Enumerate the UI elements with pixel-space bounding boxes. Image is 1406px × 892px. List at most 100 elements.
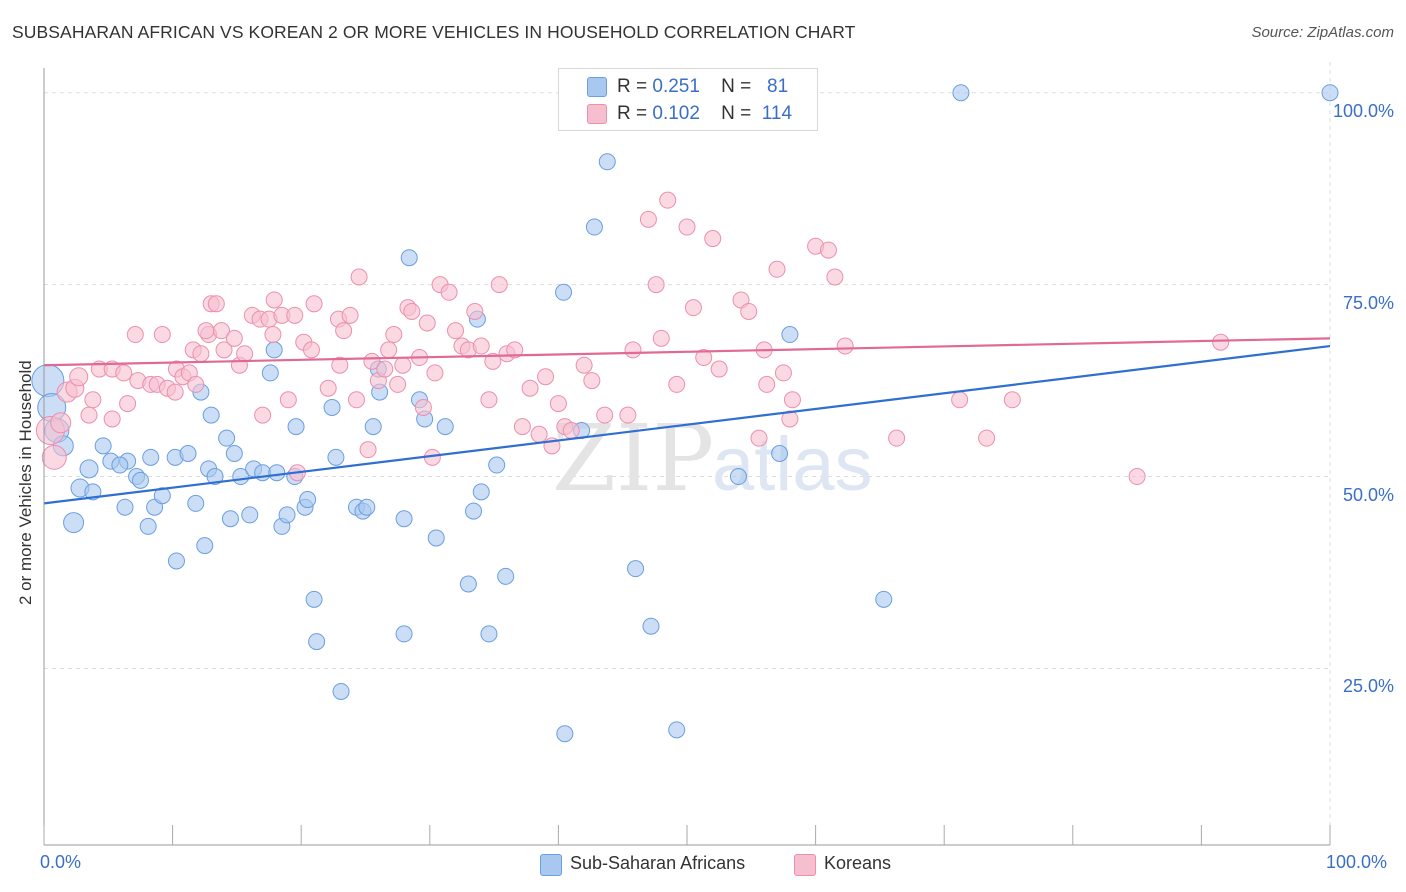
korean-point bbox=[684, 299, 702, 317]
y-axis-label-wrap: 2 or more Vehicles in Household bbox=[16, 360, 38, 605]
korean-point bbox=[521, 379, 539, 397]
axes bbox=[43, 68, 1331, 846]
subsaharan-point bbox=[308, 633, 326, 651]
y-tick-label: 75.0% bbox=[1342, 292, 1394, 313]
korean-point bbox=[394, 356, 412, 374]
subsaharan-point bbox=[427, 529, 445, 547]
korean-point bbox=[41, 444, 67, 470]
korean-point bbox=[978, 429, 996, 447]
subsaharan-point bbox=[627, 560, 645, 578]
korean-point bbox=[1212, 333, 1230, 351]
korean-point bbox=[659, 191, 677, 209]
korean-point bbox=[549, 395, 567, 413]
korean-point bbox=[264, 326, 282, 344]
korean-point bbox=[740, 302, 758, 320]
korean-point bbox=[305, 295, 323, 313]
r-value-blue: 0.251 bbox=[652, 76, 700, 97]
korean-point bbox=[80, 406, 98, 424]
korean-point bbox=[376, 360, 394, 378]
subsaharan-point bbox=[1321, 84, 1339, 102]
x-tick-label-max: 100.0% bbox=[1326, 852, 1388, 872]
korean-point bbox=[385, 326, 403, 344]
subsaharan-point bbox=[332, 682, 350, 700]
korean-point bbox=[50, 412, 72, 434]
korean-point bbox=[389, 375, 407, 393]
korean-point bbox=[212, 322, 230, 340]
korean-point bbox=[819, 241, 837, 259]
y-tick-label: 25.0% bbox=[1342, 676, 1394, 697]
y-axis-label: 2 or more Vehicles in Household bbox=[16, 360, 35, 605]
korean-point bbox=[192, 345, 210, 363]
subsaharan-point bbox=[241, 506, 259, 524]
subsaharan-point bbox=[79, 459, 99, 479]
subsaharan-point bbox=[116, 498, 134, 516]
korean-point bbox=[215, 341, 233, 359]
korean-point bbox=[480, 391, 498, 409]
subsaharan-point bbox=[202, 406, 220, 424]
korean-point bbox=[466, 302, 484, 320]
subsaharan-point bbox=[265, 341, 283, 359]
korean-point bbox=[836, 337, 854, 355]
series-subsaharan bbox=[31, 84, 1339, 743]
legend-label-koreans: Koreans bbox=[824, 853, 892, 873]
pink-swatch bbox=[794, 854, 816, 876]
korean-point bbox=[236, 345, 254, 363]
subsaharan-point bbox=[142, 448, 160, 466]
watermark-atlas: atlas bbox=[712, 422, 873, 507]
x-tick-label-min: 0.0% bbox=[40, 852, 82, 872]
korean-point bbox=[695, 349, 713, 367]
korean-point bbox=[562, 421, 580, 439]
korean-point bbox=[624, 341, 642, 359]
korean-point bbox=[639, 210, 657, 228]
korean-point bbox=[668, 375, 686, 393]
korean-point bbox=[758, 375, 776, 393]
korean-point bbox=[103, 410, 121, 428]
subsaharan-point bbox=[952, 84, 970, 102]
korean-point bbox=[619, 406, 637, 424]
korean-point bbox=[319, 379, 337, 397]
korean-point bbox=[781, 410, 799, 428]
subsaharan-point bbox=[111, 456, 129, 474]
subsaharan-point bbox=[323, 398, 341, 416]
korean-point bbox=[951, 391, 969, 409]
subsaharan-point bbox=[729, 468, 747, 486]
korean-point bbox=[888, 429, 906, 447]
legend-label-subsaharan: Sub-Saharan Africans bbox=[570, 853, 746, 873]
korean-point bbox=[506, 341, 524, 359]
subsaharan-point bbox=[187, 494, 205, 512]
korean-point bbox=[1128, 468, 1146, 486]
korean-point bbox=[774, 364, 792, 382]
korean-point bbox=[750, 429, 768, 447]
korean-point bbox=[768, 260, 786, 278]
korean-point bbox=[359, 441, 377, 459]
r-label: R = bbox=[617, 103, 648, 124]
subsaharan-point bbox=[598, 153, 616, 171]
korean-point bbox=[652, 329, 670, 347]
korean-point bbox=[254, 406, 272, 424]
subsaharan-point bbox=[781, 326, 799, 344]
subsaharan-point bbox=[63, 512, 85, 534]
korean-point bbox=[153, 326, 171, 344]
data-points bbox=[31, 84, 1339, 743]
subsaharan-point bbox=[278, 506, 296, 524]
korean-point bbox=[575, 356, 593, 374]
subsaharan-point bbox=[218, 429, 236, 447]
subsaharan-point bbox=[287, 418, 305, 436]
korean-point bbox=[335, 322, 353, 340]
subsaharan-point bbox=[480, 625, 498, 643]
subsaharan-point bbox=[472, 483, 490, 501]
subsaharan-point bbox=[497, 567, 515, 585]
subsaharan-point bbox=[395, 625, 413, 643]
chart-title: SUBSAHARAN AFRICAN VS KOREAN 2 OR MORE V… bbox=[12, 22, 856, 42]
korean-point bbox=[380, 341, 398, 359]
korean-point bbox=[302, 341, 320, 359]
subsaharan-point bbox=[131, 471, 149, 489]
n-value-pink: 114 bbox=[761, 103, 793, 124]
subsaharan-point bbox=[206, 468, 224, 486]
subsaharan-point bbox=[875, 590, 893, 608]
subsaharan-point bbox=[395, 510, 413, 528]
subsaharan-point bbox=[196, 537, 214, 555]
korean-point bbox=[265, 291, 283, 309]
subsaharan-point bbox=[555, 283, 573, 301]
